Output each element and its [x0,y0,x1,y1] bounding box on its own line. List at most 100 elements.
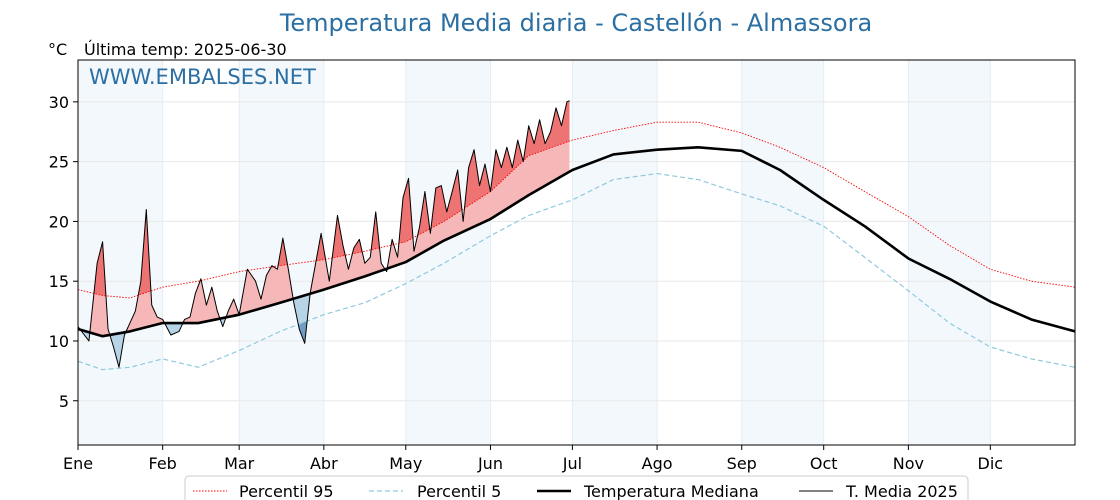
warm-anomaly-fill [232,300,234,317]
warm-anomaly-fill [132,315,134,331]
warm-anomaly-fill [266,274,268,307]
extreme-warm-fill [405,187,406,242]
warm-anomaly-fill [444,220,446,241]
warm-anomaly-fill [334,257,335,287]
series-line-percentil-95 [77,121,1076,299]
cold-anomaly-fill [176,323,178,333]
warm-anomaly-fill [342,255,343,284]
warm-anomaly-fill [472,202,473,228]
warm-anomaly-fill [250,273,251,312]
warm-anomaly-fill [465,207,466,231]
warm-anomaly-fill [394,248,396,266]
x-tick-label: Jun [477,454,503,473]
extreme-warm-fill [536,128,538,153]
warm-anomaly-fill [486,193,488,221]
warm-anomaly-fill [460,210,462,233]
warm-anomaly-fill [532,153,534,193]
warm-anomaly-fill [274,267,276,305]
extreme-warm-fill [500,163,501,183]
warm-anomaly-fill [209,291,211,321]
extreme-warm-fill [552,119,554,148]
extreme-warm-fill [455,175,457,214]
warm-anomaly-fill [360,252,361,278]
warm-anomaly-fill [508,173,510,208]
warm-anomaly-fill [243,288,244,314]
warm-anomaly-fill [419,234,421,255]
warm-anomaly-fill [95,293,97,335]
warm-anomaly-fill [457,212,459,235]
warm-anomaly-fill [315,260,317,293]
warm-anomaly-fill [349,261,351,282]
warm-anomaly-fill [210,289,212,321]
cold-anomaly-fill [306,294,307,322]
warm-anomaly-fill [345,255,346,283]
warm-anomaly-fill [360,252,362,278]
warm-anomaly-fill [134,312,135,331]
warm-anomaly-fill [336,256,338,286]
extreme-warm-fill [498,158,500,184]
extreme-warm-fill [452,188,453,217]
warm-anomaly-fill [230,303,232,317]
extreme-warm-fill [484,164,486,196]
warm-anomaly-fill [422,232,423,253]
extreme-warm-fill [480,177,482,198]
warm-anomaly-fill [377,248,379,272]
warm-anomaly-fill [441,222,443,242]
warm-anomaly-fill [461,209,462,233]
cold-anomaly-fill [174,323,176,334]
warm-anomaly-fill [375,248,377,273]
warm-anomaly-fill [144,292,146,328]
warm-anomaly-fill [535,152,537,192]
warm-anomaly-fill [345,257,347,283]
warm-anomaly-fill [157,317,159,325]
extreme-warm-fill [558,116,560,145]
warm-anomaly-fill [435,225,437,246]
warm-anomaly-fill [478,198,480,225]
warm-anomaly-fill [260,296,262,309]
warm-anomaly-fill [157,317,158,325]
warm-anomaly-fill [211,287,212,321]
extreme-warm-fill [517,140,519,166]
warm-anomaly-fill [439,223,441,243]
warm-anomaly-fill [555,145,557,180]
extreme-warm-fill [548,134,550,149]
warm-anomaly-fill [425,230,427,251]
warm-anomaly-fill [254,279,255,311]
extreme-warm-fill [538,122,539,153]
warm-anomaly-fill [192,305,193,324]
warm-anomaly-fill [483,195,485,223]
warm-anomaly-fill [551,147,552,183]
warm-anomaly-fill [197,285,199,324]
warm-anomaly-fill [422,232,424,253]
y-tick-label: 20 [49,212,69,231]
extreme-warm-fill [375,211,376,249]
warm-anomaly-fill [433,226,435,247]
extreme-warm-fill [97,260,98,295]
cold-anomaly-fill [117,333,119,365]
cold-anomaly-fill [300,296,302,324]
warm-anomaly-fill [522,161,524,199]
cold-anomaly-fill [297,297,298,323]
warm-anomaly-fill [289,273,290,301]
cold-anomaly-fill [113,334,115,350]
warm-anomaly-fill [496,185,498,216]
extreme-cold-fill [303,322,305,342]
warm-anomaly-fill [550,147,552,183]
cold-anomaly-fill [175,323,177,333]
warm-anomaly-fill [363,257,365,277]
warm-anomaly-fill [332,257,333,287]
cold-anomaly-fill [177,323,179,333]
extreme-warm-fill [485,167,487,195]
warm-anomaly-fill [476,199,478,226]
warm-anomaly-fill [278,265,279,304]
x-tick-label: Dic [978,454,1004,473]
extreme-warm-fill [471,156,473,204]
warm-anomaly-fill [258,292,260,309]
cold-anomaly-fill [172,323,173,335]
extreme-warm-fill [555,107,557,147]
extreme-warm-fill [531,134,533,155]
warm-anomaly-fill [200,280,202,323]
extreme-warm-fill [340,230,341,257]
warm-anomaly-fill [282,265,284,302]
